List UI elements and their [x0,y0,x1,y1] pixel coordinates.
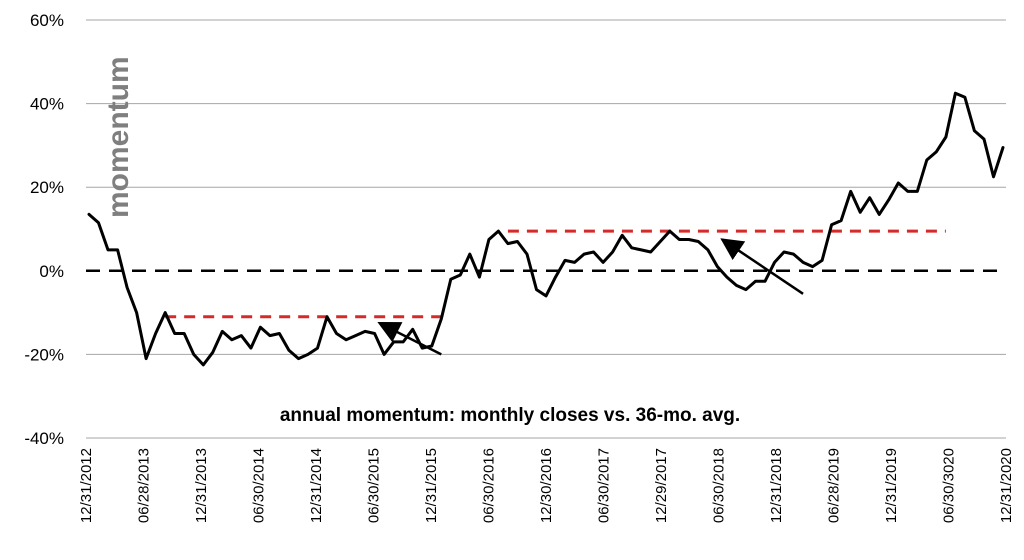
y-tick-labels: 60% 40% 20% 0% -20% -40% [24,11,64,448]
reference-levels [165,229,946,319]
x-tick-label: 06/30/2016 [481,448,498,523]
x-tick-label: 12/29/2017 [653,448,670,523]
y-tick-label: 60% [30,11,64,30]
x-tick-labels: 12/31/2012 06/28/2013 12/31/2013 06/30/2014… [78,448,1015,523]
x-tick-label: 12/31/2013 [193,448,210,523]
y-tick-label: 0% [39,262,64,281]
annotation-arrow [720,238,804,295]
x-tick-label: 06/30/2014 [251,448,268,523]
x-tick-label: 12/31/2018 [768,448,785,523]
x-tick-label: 06/28/2019 [826,448,843,523]
gridlines [86,19,1006,439]
y-tick-label: -20% [24,345,64,364]
y-tick-label: 20% [30,178,64,197]
x-tick-label: 06/30/2018 [711,448,728,523]
x-tick-label: 12/31/2012 [78,448,95,523]
x-tick-label: 12/31/2019 [883,448,900,523]
y-tick-label: 40% [30,95,64,114]
x-tick-label: 12/30/2016 [538,448,555,523]
series-group [87,91,1005,367]
x-tick-label: 06/30/2017 [596,448,613,523]
y-tick-label: -40% [24,429,64,448]
x-tick-label: 12/31/2015 [423,448,440,523]
annotation-arrows [377,238,804,356]
x-tick-label: 12/31/2014 [308,448,325,523]
annotation-arrow [377,321,442,356]
x-tick-label: 06/28/2013 [136,448,153,523]
series-line-momentum [87,91,1005,367]
x-tick-label: 12/31/2020 [998,448,1015,523]
x-tick-label: 06/30/3020 [941,448,958,523]
chart-annotation: annual momentum: monthly closes vs. 36-m… [280,405,740,426]
y-axis-label: momentum [102,56,135,218]
x-tick-label: 06/30/2015 [366,448,383,523]
